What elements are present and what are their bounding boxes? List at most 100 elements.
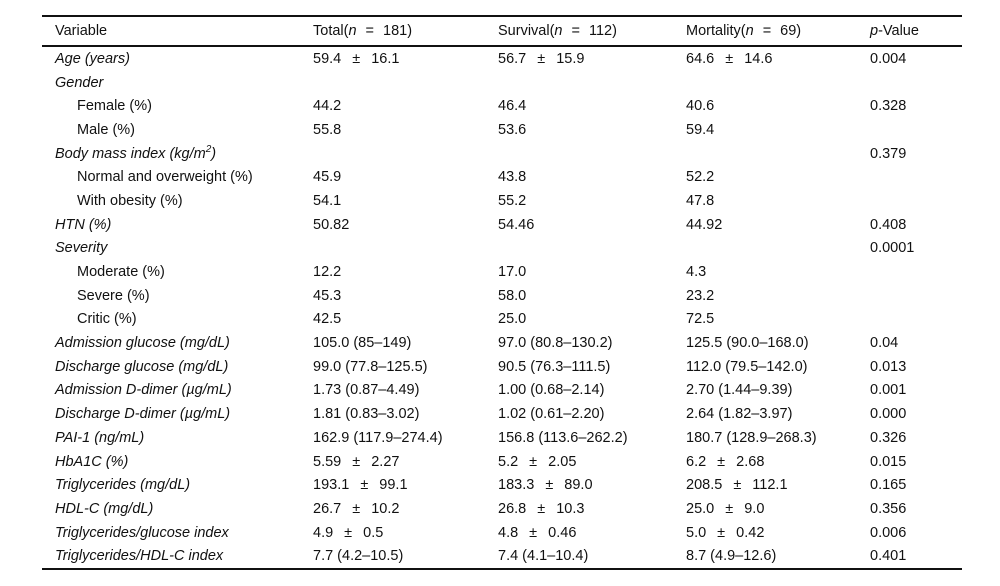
survival-cell: 5.2 ± 2.05 (498, 453, 577, 470)
survival-cell: 56.7 ± 15.9 (498, 50, 585, 67)
clinical-table-container: Variable Total(n = 181) Survival(n = 112) Morta… (42, 15, 962, 571)
mortality-cell (686, 71, 870, 95)
clinical-characteristics-table: Variable Total(n = 181) Survival(n = 112) Morta… (42, 15, 962, 571)
table-row: HTN (%) 50.82 54.46 44.92 0.408 (42, 213, 962, 237)
mortality-cell: 4.3 (686, 264, 707, 281)
variable-cell: Body mass index (kg/m2) (55, 143, 217, 162)
p-cell: 0.165 (870, 477, 907, 494)
mortality-cell: 125.5 (90.0–168.0) (686, 335, 809, 352)
p-symbol: p (870, 23, 879, 39)
survival-cell: 1.00 (0.68–2.14) (498, 382, 605, 399)
variable-cell: Severe (%) (77, 287, 150, 304)
n-symbol: n (348, 23, 357, 39)
mortality-cell: 2.70 (1.44–9.39) (686, 382, 793, 399)
mortality-cell: 25.0 ± 9.0 (686, 500, 765, 517)
table-row: Body mass index (kg/m2) 0.379 (42, 142, 962, 166)
variable-cell: PAI-1 (ng/mL) (55, 429, 145, 446)
mortality-cell: 52.2 (686, 169, 715, 186)
variable-cell: Admission D-dimer (µg/mL) (55, 382, 232, 399)
equals-sign: = (571, 23, 580, 39)
variable-cell: Gender (55, 74, 104, 91)
mortality-cell: 47.8 (686, 192, 715, 209)
total-cell (313, 142, 498, 166)
mortality-cell: 208.5 ± 112.1 (686, 477, 788, 494)
table-row: HDL-C (mg/dL) 26.7 ± 10.2 26.8 ± 10.3 25.0 … (42, 497, 962, 521)
total-cell: 42.5 (313, 311, 342, 328)
table-row: Normal and overweight (%) 45.9 43.8 52.2 (42, 165, 962, 189)
p-cell: 0.000 (870, 406, 907, 423)
table-row: Male (%) 55.8 53.6 59.4 (42, 118, 962, 142)
survival-cell: 46.4 (498, 98, 527, 115)
p-cell (870, 260, 962, 284)
equals-sign: = (762, 23, 772, 39)
total-cell: 45.3 (313, 287, 342, 304)
table-row: Severe (%) 45.3 58.0 23.2 (42, 284, 962, 308)
survival-cell: 53.6 (498, 121, 527, 138)
total-cell: 54.1 (313, 192, 342, 209)
total-cell: 7.7 (4.2–10.5) (313, 548, 404, 565)
survival-cell: 7.4 (4.1–10.4) (498, 548, 589, 565)
survival-cell (498, 142, 686, 166)
variable-cell: Age (years) (55, 50, 130, 67)
table-row: Admission glucose (mg/dL) 105.0 (85–149) 9… (42, 331, 962, 355)
total-cell: 4.9 ± 0.5 (313, 524, 384, 541)
p-cell (870, 71, 962, 95)
p-cell: 0.04 (870, 335, 899, 352)
survival-cell: 55.2 (498, 192, 527, 209)
survival-cell (498, 71, 686, 95)
equals-sign: = (365, 23, 375, 39)
table-row: Discharge glucose (mg/dL) 99.0 (77.8–125.… (42, 355, 962, 379)
variable-cell: Triglycerides (mg/dL) (55, 477, 191, 494)
variable-cell: HbA1C (%) (55, 453, 129, 470)
column-header-mortality: Mortality(n = 69) (686, 16, 870, 47)
variable-cell: Triglycerides/HDL-C index (55, 548, 224, 565)
mortality-cell: 23.2 (686, 287, 715, 304)
variable-cell: With obesity (%) (77, 192, 183, 209)
variable-cell: Triglycerides/glucose index (55, 524, 229, 541)
mortality-cell: 6.2 ± 2.68 (686, 453, 765, 470)
table-row: Severity 0.0001 (42, 237, 962, 261)
variable-cell: Moderate (%) (77, 264, 165, 281)
table-row: Female (%) 44.2 46.4 40.6 0.328 (42, 94, 962, 118)
variable-cell: Critic (%) (77, 311, 137, 328)
total-cell: 1.73 (0.87–4.49) (313, 382, 420, 399)
table-row: Triglycerides (mg/dL) 193.1 ± 99.1 183.3 ±… (42, 473, 962, 497)
p-cell: 0.013 (870, 358, 907, 375)
variable-cell: Discharge D-dimer (µg/mL) (55, 406, 231, 423)
survival-cell: 4.8 ± 0.46 (498, 524, 577, 541)
total-cell: 59.4 ± 16.1 (313, 50, 400, 67)
mortality-cell (686, 237, 870, 261)
total-cell (313, 71, 498, 95)
table-row: Triglycerides/glucose index 4.9 ± 0.5 4.8 … (42, 521, 962, 545)
total-cell: 193.1 ± 99.1 (313, 477, 408, 494)
mortality-cell: 8.7 (4.9–12.6) (686, 548, 777, 565)
survival-cell: 26.8 ± 10.3 (498, 500, 585, 517)
mortality-cell (686, 142, 870, 166)
total-cell: 162.9 (117.9–274.4) (313, 429, 443, 446)
mortality-cell: 112.0 (79.5–142.0) (686, 358, 808, 375)
table-row: Gender (42, 71, 962, 95)
table-row: Age (years) 59.4 ± 16.1 56.7 ± 15.9 64.6 ± … (42, 46, 962, 71)
variable-cell: Normal and overweight (%) (77, 169, 253, 186)
p-cell: 0.004 (870, 50, 907, 67)
p-cell (870, 165, 962, 189)
p-cell: 0.356 (870, 500, 907, 517)
table-row: Moderate (%) 12.2 17.0 4.3 (42, 260, 962, 284)
survival-cell: 25.0 (498, 311, 527, 328)
mortality-cell: 64.6 ± 14.6 (686, 50, 773, 67)
p-cell (870, 284, 962, 308)
p-cell: 0.006 (870, 524, 907, 541)
mortality-cell: 59.4 (686, 121, 715, 138)
survival-cell (498, 237, 686, 261)
table-row: Triglycerides/HDL-C index 7.7 (4.2–10.5) 7… (42, 544, 962, 569)
total-cell: 12.2 (313, 264, 342, 281)
table-row: HbA1C (%) 5.59 ± 2.27 5.2 ± 2.05 6.2 ± 2.68… (42, 450, 962, 474)
variable-cell: Female (%) (77, 98, 152, 115)
table-row: Discharge D-dimer (µg/mL) 1.81 (0.83–3.02… (42, 402, 962, 426)
table-body: Age (years) 59.4 ± 16.1 56.7 ± 15.9 64.6 ± … (42, 46, 962, 569)
total-cell: 105.0 (85–149) (313, 335, 412, 352)
mortality-cell: 40.6 (686, 98, 715, 115)
total-cell: 26.7 ± 10.2 (313, 500, 400, 517)
mortality-cell: 180.7 (128.9–268.3) (686, 429, 817, 446)
